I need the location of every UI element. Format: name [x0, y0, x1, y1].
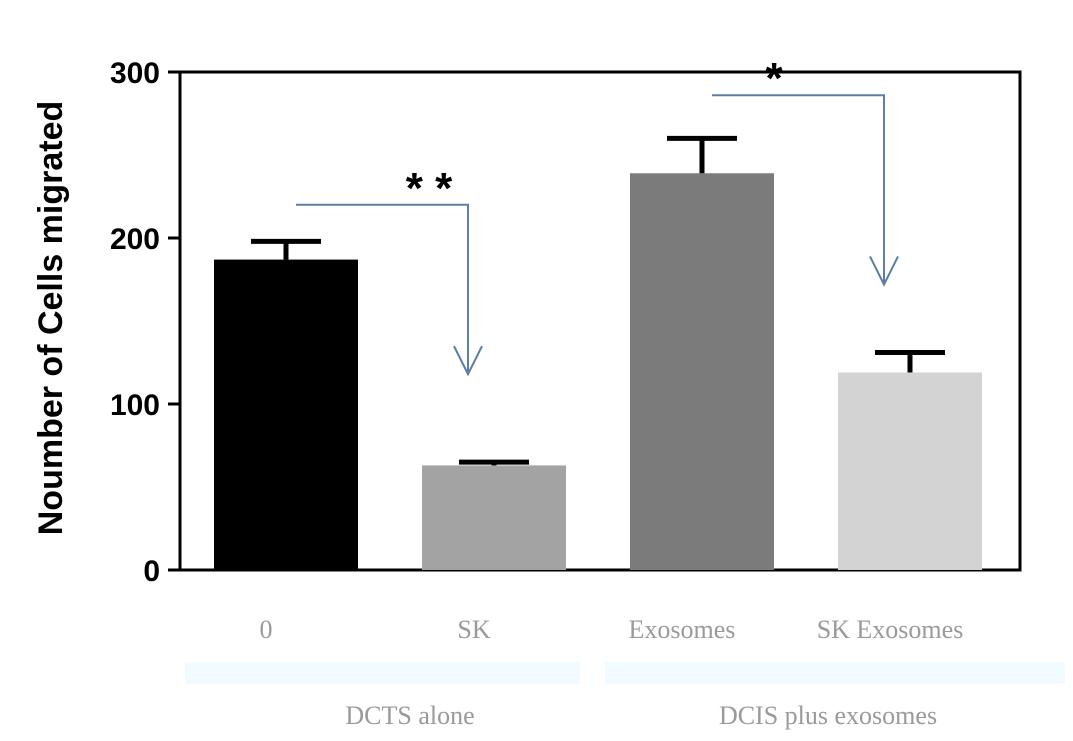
group-label: DCTS alone — [345, 701, 474, 730]
significance-markers: * * * — [296, 54, 899, 377]
bars — [214, 173, 982, 570]
bar — [630, 173, 774, 570]
arrow-head — [869, 256, 899, 287]
x-tick-label: SK Exosomes — [817, 615, 964, 644]
bar — [214, 259, 358, 570]
y-tick-label: 100 — [110, 389, 160, 422]
x-tick-label: SK — [457, 615, 490, 644]
group-bracket — [185, 662, 580, 684]
x-tick-label: 0 — [260, 615, 273, 644]
group-labels: DCTS alone DCIS plus exosomes — [185, 662, 1065, 730]
y-tick-label: 0 — [143, 555, 160, 588]
y-tick-label: 300 — [110, 57, 160, 90]
plot-frame — [178, 70, 1022, 572]
error-bars — [251, 135, 945, 466]
significance-label: * — [765, 54, 783, 103]
significance-bracket — [296, 203, 469, 375]
group-label: DCIS plus exosomes — [719, 701, 937, 730]
y-axis-label: Noumber of Cells migrated — [32, 101, 70, 536]
significance-bracket — [712, 94, 885, 285]
y-axis-ticks: 0 100 200 300 — [110, 57, 180, 588]
x-tick-label: Exosomes — [629, 615, 736, 644]
x-axis-ticks: 0 SK Exosomes SK Exosomes — [260, 615, 964, 644]
group-bracket — [605, 662, 1065, 684]
arrow-head — [453, 345, 483, 377]
bar — [838, 372, 982, 570]
y-tick-label: 200 — [110, 223, 160, 256]
bar — [422, 465, 566, 570]
significance-label: * * — [406, 164, 453, 213]
